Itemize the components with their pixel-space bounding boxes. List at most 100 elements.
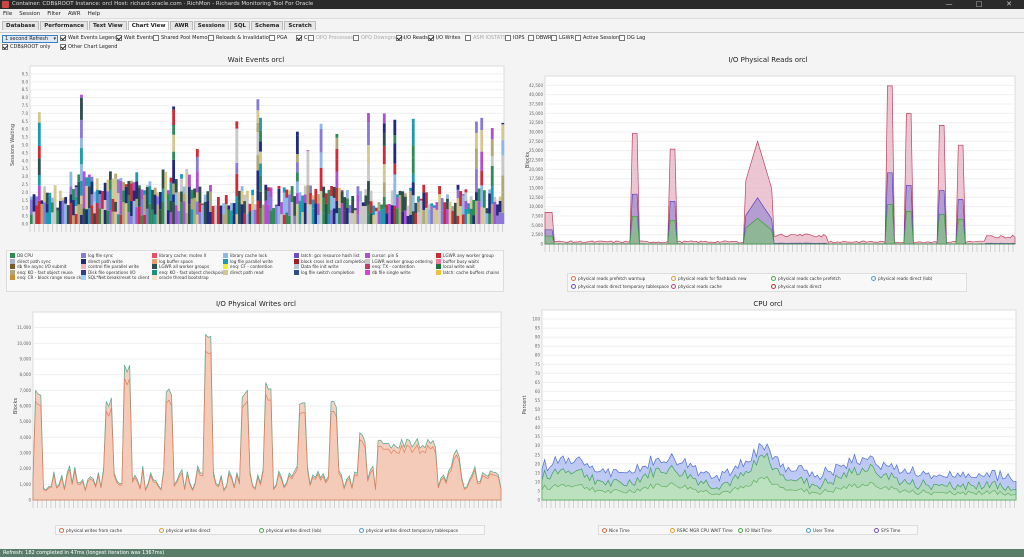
stack-segment xyxy=(438,194,441,207)
stack-segment xyxy=(472,200,476,216)
tab-performance[interactable]: Performance xyxy=(40,21,88,30)
legend-item: Nice Time xyxy=(602,528,630,533)
checkbox-i-o-writes[interactable]: I/O Writes xyxy=(428,35,461,41)
y-tick-label: 95 xyxy=(535,326,541,331)
checkbox-box[interactable] xyxy=(575,35,581,41)
checkbox-shared-pool-memory[interactable]: Shared Pool Memory xyxy=(153,35,212,41)
checkbox-active-sessions[interactable]: Active Sessions xyxy=(575,35,622,41)
stack-segment xyxy=(190,209,194,224)
stack-segment xyxy=(166,190,170,194)
stack-segment xyxy=(396,194,399,198)
y-tick-label: 2,000 xyxy=(20,466,32,471)
checkbox-dbwr[interactable]: DBWR xyxy=(528,35,552,41)
checkbox-i-o-reads[interactable]: I/O Reads xyxy=(396,35,428,41)
wait-events-chart: 0.0 0.5 1.0 1.5 2.0 2.5 3.0 3.5 4.0 4.5 5.0 5.5 6.0 6… xyxy=(10,65,505,232)
stack-segment xyxy=(374,207,378,212)
stack-segment xyxy=(403,196,407,211)
checkbox-opq-processes[interactable]: OPQ Processes xyxy=(308,35,353,41)
checkbox-box[interactable] xyxy=(428,35,434,41)
checkbox-cdb-root-only[interactable]: CDB$ROOT only xyxy=(2,44,51,50)
stack-segment xyxy=(367,145,370,164)
stack-segment xyxy=(393,174,397,183)
menu-session[interactable]: Session xyxy=(19,11,41,17)
stack-segment xyxy=(353,208,357,211)
checkbox-box[interactable] xyxy=(528,35,534,41)
menu-file[interactable]: File xyxy=(3,11,13,17)
checkbox-box[interactable] xyxy=(60,44,66,50)
stack-segment xyxy=(338,187,341,208)
checkbox-box[interactable] xyxy=(619,35,625,41)
stack-segment xyxy=(303,202,307,224)
checkbox-box[interactable] xyxy=(465,35,471,41)
stack-segment xyxy=(77,174,81,182)
close-button[interactable]: ✕ xyxy=(1006,0,1012,8)
checkbox-iops[interactable]: IOPS xyxy=(505,35,525,41)
menu-filter[interactable]: Filter xyxy=(47,11,61,17)
tab-sessions[interactable]: Sessions xyxy=(193,21,229,30)
y-tick-label: 1.5 xyxy=(22,198,29,203)
checkbox-opq-downgrades[interactable]: OPQ Downgrades xyxy=(353,35,405,41)
stack-segment xyxy=(282,192,286,216)
stack-segment xyxy=(235,121,239,129)
stack-segment xyxy=(119,177,123,182)
checkbox-box[interactable] xyxy=(2,44,8,50)
checkbox-box[interactable] xyxy=(208,35,214,41)
legend-item: physical reads prefetch warmup xyxy=(571,276,645,281)
checkbox-lgwr[interactable]: LGWR xyxy=(551,35,574,41)
minimize-button[interactable]: — xyxy=(945,0,953,8)
checkbox-box[interactable] xyxy=(308,35,314,41)
maximize-button[interactable]: □ xyxy=(975,0,983,8)
legend-item: log file parallel write xyxy=(223,258,273,264)
checkbox-box[interactable] xyxy=(116,35,122,41)
y-axis-label: Percent xyxy=(522,396,528,415)
tab-awr[interactable]: AWR xyxy=(170,21,193,30)
checkbox-box[interactable] xyxy=(505,35,511,41)
checkbox-dg-lag[interactable]: DG Lag xyxy=(619,35,645,41)
stack-segment xyxy=(132,182,136,191)
checkbox-wait-events[interactable]: Wait Events xyxy=(116,35,154,41)
stack-segment xyxy=(477,188,481,202)
tab-text-view[interactable]: Text View xyxy=(89,21,127,30)
tab-schema[interactable]: Schema xyxy=(251,21,284,30)
stack-segment xyxy=(298,200,302,224)
checkbox-reloads-invalidations[interactable]: Reloads & Invalidations xyxy=(208,35,275,41)
tab-chart-view[interactable]: Chart View xyxy=(127,21,170,30)
refresh-interval-select[interactable]: 1 second Refresh xyxy=(2,35,58,43)
checkbox-asm-iostats[interactable]: ASM IOSTATS xyxy=(465,35,506,41)
checkbox-box[interactable] xyxy=(353,35,359,41)
checkbox-box[interactable] xyxy=(296,35,302,41)
legend-label: IO Wait Time xyxy=(745,528,772,533)
checkbox-box[interactable] xyxy=(153,35,159,41)
stack-segment xyxy=(169,212,173,224)
stack-segment xyxy=(346,198,349,209)
tab-scratch[interactable]: Scratch xyxy=(284,21,316,30)
stack-segment xyxy=(306,163,310,186)
checkbox-wait-events-legend[interactable]: Wait Events Legend xyxy=(60,35,118,41)
checkbox-other-chart-legend[interactable]: Other Chart Legend xyxy=(60,44,117,50)
stack-segment xyxy=(356,194,360,215)
stack-segment xyxy=(411,118,415,124)
stack-segment xyxy=(267,187,270,192)
checkbox-box[interactable] xyxy=(551,35,557,41)
menu-awr[interactable]: AWR xyxy=(67,11,81,17)
stack-segment xyxy=(335,148,339,160)
checkbox-pga[interactable]: PGA xyxy=(269,35,287,41)
checkbox-box[interactable] xyxy=(396,35,402,41)
stack-segment xyxy=(240,190,244,205)
legend-marker xyxy=(259,528,264,533)
tab-database[interactable]: Database xyxy=(2,21,40,30)
legend-swatch xyxy=(365,253,370,258)
stack-segment xyxy=(340,191,344,203)
stack-segment xyxy=(106,179,110,192)
stack-segment xyxy=(290,186,294,203)
stack-segment xyxy=(82,187,86,209)
y-tick-label: 9,000 xyxy=(20,357,32,362)
checkbox-box[interactable] xyxy=(269,35,275,41)
menu-help[interactable]: Help xyxy=(87,11,101,17)
legend-label: latch: gcs resource hash list xyxy=(301,253,360,258)
tab-sql[interactable]: SQL xyxy=(229,21,251,30)
stack-segment xyxy=(380,204,384,210)
stack-segment xyxy=(209,191,212,212)
checkbox-box[interactable] xyxy=(60,35,66,41)
stack-segment xyxy=(259,141,262,152)
